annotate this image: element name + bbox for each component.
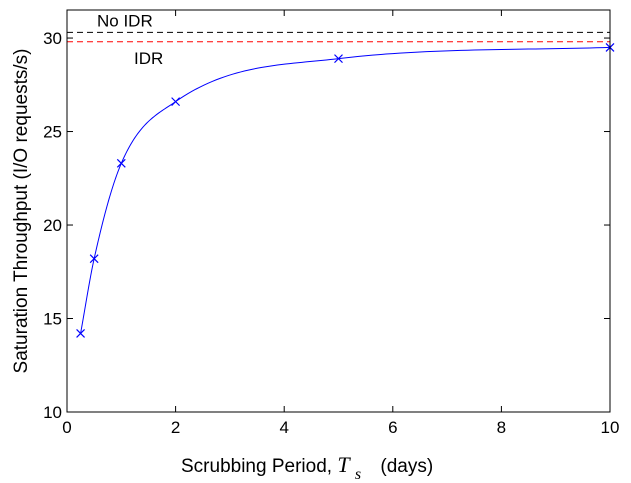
y-tick-label-1: 15	[43, 310, 62, 329]
x-tick-label-3: 6	[388, 418, 397, 437]
data-point-mark-b	[171, 97, 181, 107]
data-point-3	[171, 97, 181, 107]
idr-label: IDR	[134, 49, 163, 68]
data-point-0	[76, 329, 85, 338]
data-point-mark-b	[76, 329, 85, 338]
x-tick-label-1: 2	[171, 418, 180, 437]
x-tick-label-5: 10	[601, 418, 620, 437]
axis-ticks: 0 2 4 6 8 10 10 15 20 25 30	[43, 10, 619, 437]
x-tick-label-0: 0	[62, 418, 71, 437]
data-point-1	[89, 254, 99, 264]
x-tick-label-4: 8	[497, 418, 506, 437]
x-axis-label-unit: (days)	[380, 456, 433, 477]
data-point-2	[116, 158, 126, 168]
y-tick-label-0: 10	[43, 403, 62, 422]
data-point-mark-b	[89, 254, 99, 264]
y-tick-label-3: 25	[43, 123, 62, 142]
y-tick-label-2: 20	[43, 216, 62, 235]
plot-area	[67, 31, 615, 338]
x-axis-label-variable: T	[337, 452, 351, 477]
no-idr-label: No IDR	[97, 11, 153, 30]
data-point-mark-b	[334, 54, 343, 64]
series-line	[80, 46, 611, 334]
y-axis-label: Saturation Throughput (I/O requests/s)	[11, 49, 32, 374]
x-axis-label: Scrubbing Period, T s (days)	[181, 452, 433, 483]
data-point-mark-b	[116, 158, 126, 168]
plot-frame	[66, 9, 611, 413]
x-axis-label-subscript: s	[355, 466, 361, 483]
x-axis-label-prefix: Scrubbing Period,	[181, 456, 337, 477]
x-tick-label-2: 4	[279, 418, 288, 437]
data-point-4	[334, 54, 343, 64]
y-tick-label-4: 30	[43, 29, 62, 48]
